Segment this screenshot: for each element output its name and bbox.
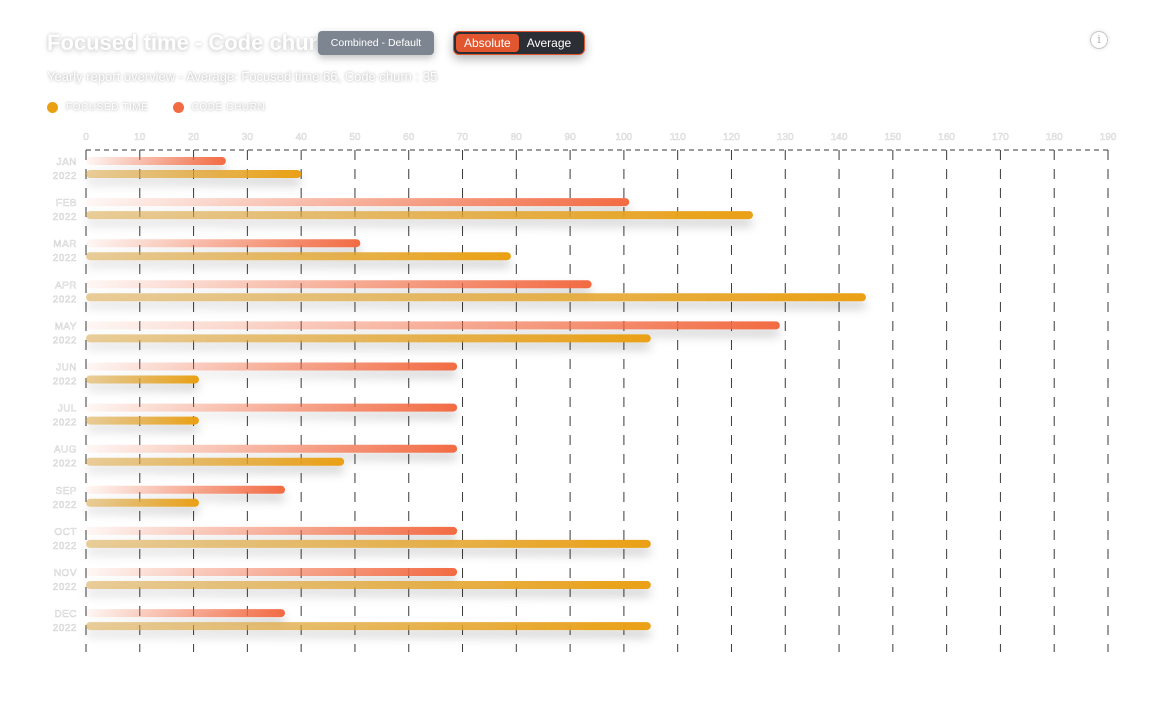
y-label-month: DEC [54,609,77,620]
legend-dot-focused-time [47,102,58,113]
y-label-year: 2022 [53,253,77,264]
bar-focused-time[interactable] [86,622,651,631]
bar-focused-time[interactable] [86,293,866,302]
y-label-month: MAY [55,321,77,332]
legend-dot-code-churn [172,102,184,113]
x-tick-label: 100 [616,132,633,143]
y-label-year: 2022 [53,459,77,470]
x-tick-label: 30 [242,132,254,143]
bar-code-churn[interactable] [86,444,458,453]
bar-focused-time[interactable] [86,211,753,220]
bar-focused-time[interactable] [86,581,651,589]
legend-label-code-churn: CODE CHURN [191,102,266,113]
x-tick-label: 180 [1046,132,1063,143]
average-option[interactable]: Average [526,36,572,50]
bar-code-churn[interactable] [86,280,592,289]
x-tick-label: 120 [723,132,740,143]
y-label-year: 2022 [53,582,77,593]
x-tick-label: 0 [83,132,89,143]
bar-code-churn[interactable] [86,568,458,576]
bar-focused-time[interactable] [86,539,651,548]
x-tick-label: 70 [457,132,469,143]
x-tick-label: 80 [511,132,523,143]
bar-code-churn[interactable] [86,485,286,494]
absolute-option[interactable]: Absolute [456,34,519,52]
y-label-month: OCT [54,527,77,538]
x-tick-label: 110 [670,132,686,143]
y-label-month: JUN [56,363,77,374]
x-tick-label: 130 [777,132,794,143]
y-label-year: 2022 [53,541,77,552]
y-label-year: 2022 [53,171,77,182]
bar-focused-time[interactable] [86,170,302,178]
bar-code-churn[interactable] [86,403,458,412]
bar-focused-time[interactable] [86,498,199,507]
bar-focused-time[interactable] [86,252,511,261]
legend-item-code-churn[interactable]: CODE CHURN [172,102,266,113]
x-tick-label: 140 [831,132,848,143]
x-tick-label: 90 [565,132,577,143]
x-tick-label: 190 [1100,132,1117,143]
y-label-month: JUL [58,404,77,415]
legend-label-focused-time: FOCUSED TIME [66,102,149,113]
x-tick-label: 20 [188,132,200,143]
bar-code-churn[interactable] [86,362,458,371]
x-tick-label: 160 [938,132,955,143]
x-tick-label: 50 [349,132,361,143]
y-label-month: FEB [56,198,77,209]
chart-title: Focused time - Code churn [47,30,331,55]
y-label-month: AUG [54,445,77,456]
bar-focused-time[interactable] [86,457,345,466]
bar-code-churn[interactable] [86,157,226,165]
x-tick-label: 170 [992,132,1009,143]
legend-item-focused-time[interactable]: FOCUSED TIME [47,102,149,113]
bar-focused-time[interactable] [86,375,199,384]
bar-focused-time[interactable] [86,416,199,425]
x-tick-label: 40 [296,132,308,143]
y-label-year: 2022 [53,335,77,346]
y-label-year: 2022 [53,623,77,634]
combined-default-button[interactable]: Combined - Default [318,31,434,55]
bar-code-churn[interactable] [86,321,780,330]
info-icon[interactable]: i [1090,31,1108,49]
y-label-year: 2022 [53,500,77,511]
y-label-month: SEP [55,486,77,497]
x-tick-label: 150 [884,132,901,143]
chart-legend: FOCUSED TIME CODE CHURN [47,102,265,113]
y-label-year: 2022 [53,212,77,223]
chart-subtitle: Yearly report overview - Average: Focuse… [47,69,438,84]
y-label-month: MAR [53,239,77,250]
y-label-month: NOV [54,568,77,579]
x-tick-label: 10 [134,132,146,143]
bar-focused-time[interactable] [86,334,651,343]
bar-code-churn[interactable] [86,239,361,248]
y-label-year: 2022 [53,294,77,305]
y-label-month: JAN [57,157,77,168]
x-tick-label: 60 [403,132,415,143]
bar-code-churn[interactable] [86,198,630,207]
y-label-month: APR [55,280,77,291]
absolute-average-toggle: Absolute Average [453,31,585,55]
y-label-year: 2022 [53,377,77,388]
y-label-year: 2022 [53,418,77,429]
bar-code-churn[interactable] [86,526,458,535]
bar-code-churn[interactable] [86,609,286,618]
